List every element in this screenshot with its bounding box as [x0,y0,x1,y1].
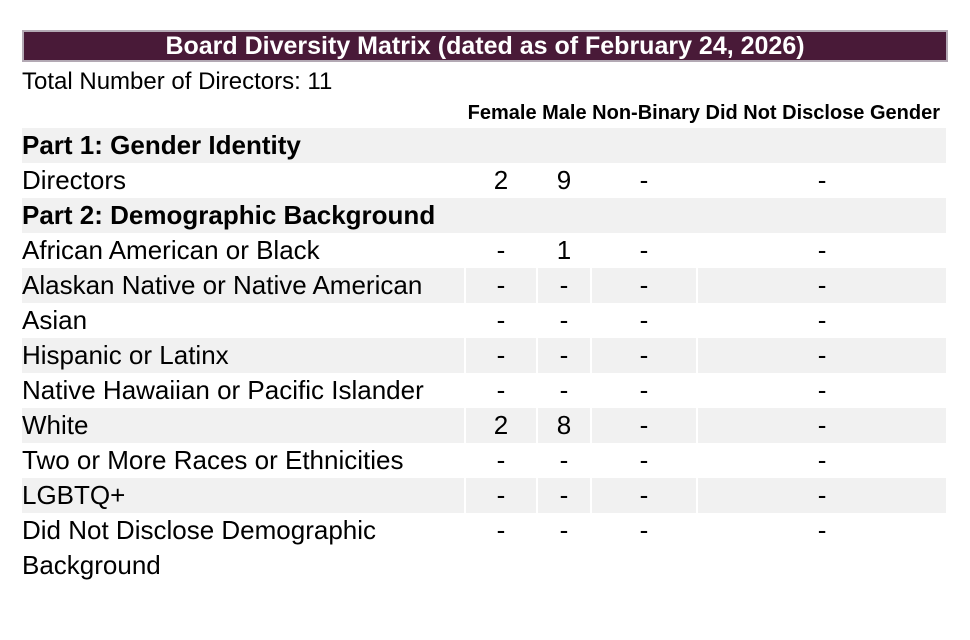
cell-value: - [639,235,649,265]
table-row: White 2 8- - [22,408,947,443]
cell-value: - [496,515,506,545]
row-label: White [22,408,464,443]
cell-value: - [538,478,590,513]
section-label: Part 2: Demographic Background [22,198,947,233]
row-label: Two or More Races or Ethnicities [22,445,404,475]
cell-value: - [698,408,947,443]
cell-value: - [496,375,506,405]
row-label: Asian [22,305,88,335]
cell-value: - [559,445,569,475]
cell-value: 9 [556,165,572,195]
cell-value: - [817,515,827,545]
cell-value: 2 [493,165,509,195]
cell-value: - [538,338,590,373]
cell-value: - [639,305,649,335]
row-label: Did Not Disclose Demographic Background [22,515,377,580]
table-row: Hispanic or Latinx - - - - [22,338,947,373]
cell-value: - [639,445,649,475]
cell-value: - [496,305,506,335]
table-row: Two or More Races or Ethnicities - - - - [22,443,946,478]
cell-value: - [592,268,696,303]
cell-value: 1 [556,235,572,265]
cell-value: - [698,478,947,513]
cell-value: - [466,268,536,303]
cell-value: - [817,165,827,195]
total-directors: Total Number of Directors: 11 [22,68,333,95]
table-row: African American or Black - 1 - - [22,233,946,268]
title-bar: Board Diversity Matrix (dated as of Febr… [22,30,948,62]
cell-value: - [698,268,947,303]
cell-value: - [466,478,536,513]
table-row: Native Hawaiian or Pacific Islander - - - - [22,373,946,408]
table-row: Did Not Disclose Demographic Background -… [22,513,946,583]
cell-value: - [639,515,649,545]
cell-value: - [817,445,827,475]
table-body: Part 1: Gender Identity Directors 2 9- - Part… [22,128,947,583]
cell-value: 2 [466,408,536,443]
cell-value: - [592,408,696,443]
row-label: Hispanic or Latinx [22,338,464,373]
cell-value: - [592,478,696,513]
row-label: LGBTQ+ [22,478,464,513]
cell-value: - [538,268,590,303]
gender-columns-header: Female Male Non-Binary Did Not Disclose … [467,102,940,124]
cell-value: - [496,445,506,475]
cell-value: - [639,165,649,195]
cell-value: - [817,305,827,335]
section-label: Part 1: Gender Identity [22,128,947,163]
table-row: LGBTQ+ - - - - [22,478,947,513]
cell-value: - [698,338,947,373]
cell-value: 8 [538,408,590,443]
cell-value: - [466,338,536,373]
table-row: Asian - - - - [22,303,946,338]
row-label: Native Hawaiian or Pacific Islander [22,375,424,405]
row-label: Alaskan Native or Native American [22,268,464,303]
section-row: Part 2: Demographic Background [22,198,947,233]
cell-value: - [592,338,696,373]
cell-value: - [559,515,569,545]
section-row: Part 1: Gender Identity [22,128,947,163]
table-row: Directors 2 9 - - [22,163,946,198]
row-label: African American or Black [22,235,320,265]
cell-value: - [559,305,569,335]
page-title: Board Diversity Matrix (dated as of Febr… [165,32,805,60]
cell-value: - [639,375,649,405]
cell-value: - [496,235,506,265]
row-label: Directors [22,165,127,195]
cell-value: - [559,375,569,405]
board-diversity-table: Part 1: Gender Identity Directors 2 9- - Part… [20,128,948,583]
cell-value: - [817,235,827,265]
table-row: Alaskan Native or Native American - - - - [22,268,947,303]
cell-value: - [817,375,827,405]
